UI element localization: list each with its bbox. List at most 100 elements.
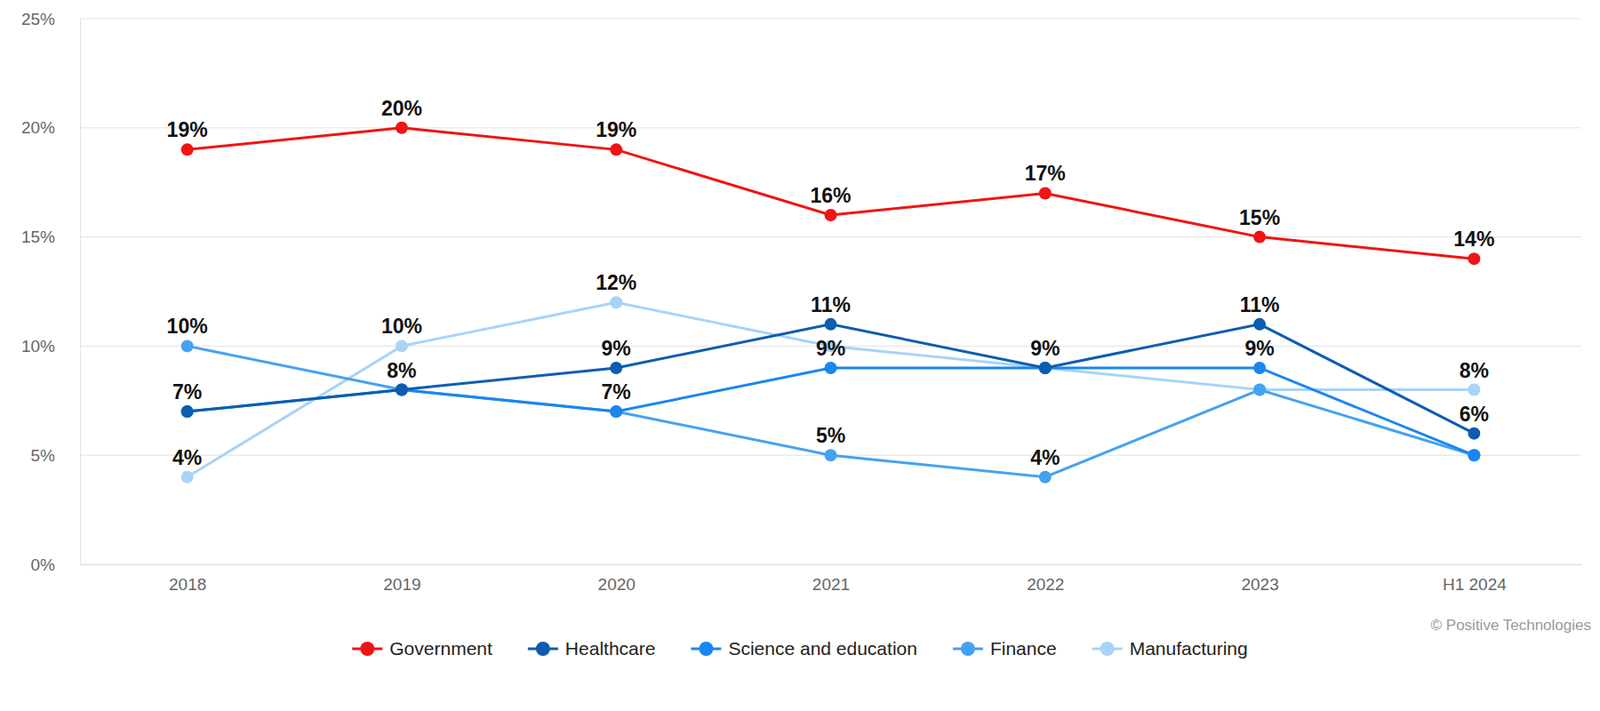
series-line [187,324,1475,434]
data-label: 11% [810,293,851,317]
legend-label: Manufacturing [1129,638,1248,659]
series-point [1467,427,1480,440]
series-point [824,208,838,222]
legend-swatch [360,641,375,656]
data-label: 10% [381,314,423,338]
series-point [181,471,194,484]
x-axis-line [80,564,1583,566]
legend-label: Finance [990,638,1057,659]
data-label: 9% [1030,336,1060,360]
data-label: 9% [816,336,846,360]
series-point [1253,361,1266,375]
x-tick: 2018 [168,564,207,594]
series-point [1039,361,1052,375]
series-line [187,368,1475,456]
y-tick: 20% [21,118,80,137]
data-labels: 19%10%7%4%20%10%8%19%12%9%7%16%11%9%5%17… [167,96,1496,470]
data-label: 7% [601,380,632,404]
marks [181,121,1481,484]
legend-label: Government [389,638,493,659]
series-point [395,339,408,352]
x-tick: 2021 [812,564,850,594]
y-tick: 15% [21,227,80,247]
data-label: 5% [816,424,846,448]
series [181,339,1481,483]
series-point [609,405,623,418]
y-tick-label: 25% [21,9,56,29]
series-point [1467,252,1480,265]
chart: 0% 5% 10% 15% 20% 25% 2018 2019 2020 2021 2022 2023… [0,0,1600,711]
series-point [1039,186,1052,200]
legend-item: Science and education [690,638,918,659]
series-point [609,296,623,309]
x-tick-label: 2021 [812,575,850,594]
series-point [1039,361,1052,375]
x-tick-label: 2019 [383,575,421,594]
series [181,318,1481,440]
series-point [824,448,838,462]
series-point [1467,448,1480,462]
series-line [187,302,1475,477]
series-point [824,361,838,375]
series [181,361,1481,462]
series-point [1467,384,1480,397]
legend-item: Finance [952,638,1057,659]
series-point [1253,231,1266,244]
legend-swatch [698,641,713,656]
grid-line [80,127,1582,128]
x-tick-label: 2020 [598,575,636,594]
series-point [824,318,838,331]
data-label: 4% [172,446,202,470]
series-point [181,143,194,156]
series-point [1039,361,1052,375]
data-label: 8% [386,359,416,383]
plot: 0% 5% 10% 15% 20% 25% 2018 2019 2020 2021 2022 2023… [21,9,1583,595]
data-label: 4% [1030,446,1060,470]
x-tick: 2020 [598,564,636,594]
legend-item: Manufacturing [1092,638,1248,659]
y-tick-label: 5% [31,446,56,465]
series-point [181,339,194,352]
series-point [1039,471,1052,484]
legend-label: Healthcare [565,638,656,659]
series-point [1253,384,1266,397]
legend-swatch [1100,641,1115,656]
x-axis: 2018 2019 2020 2021 2022 2023 H1 2024 [80,564,1583,594]
grid-line [80,18,1582,20]
y-tick-label: 20% [21,118,56,137]
x-tick: 2022 [1026,564,1064,594]
legend-label: Science and education [728,638,918,659]
data-label: 12% [595,271,637,295]
series-point [609,361,623,375]
data-label: 20% [381,96,423,120]
data-label: 8% [1459,359,1489,383]
data-label: 14% [1453,227,1495,251]
data-label: 19% [595,118,637,142]
y-tick-label: 15% [21,227,56,247]
data-label: 9% [1244,336,1274,360]
series-point [181,405,194,418]
y-tick-label: 10% [21,336,56,356]
x-tick-label: 2023 [1240,575,1279,594]
y-tick-label: 0% [31,555,56,575]
series [181,296,1481,483]
legend-item: Healthcare [528,638,656,659]
series [181,121,1481,265]
series-point [395,121,408,135]
data-label: 10% [167,314,208,338]
legend-swatch [536,641,551,656]
data-label: 6% [1459,402,1489,426]
y-tick: 5% [31,446,80,465]
legend-item: Government [352,638,493,659]
grid-line [80,236,1582,238]
series-point [395,384,408,397]
x-tick-label: H1 2024 [1442,575,1507,594]
data-label: 15% [1239,206,1280,230]
data-label: 7% [172,380,202,404]
y-axis-line [80,19,81,566]
grid-line [80,564,1582,566]
y-axis: 0% 5% 10% 15% 20% 25% [21,9,81,575]
credit: © Positive Technologies [1431,616,1592,634]
data-label: 9% [601,336,632,360]
data-label: 16% [809,184,851,208]
